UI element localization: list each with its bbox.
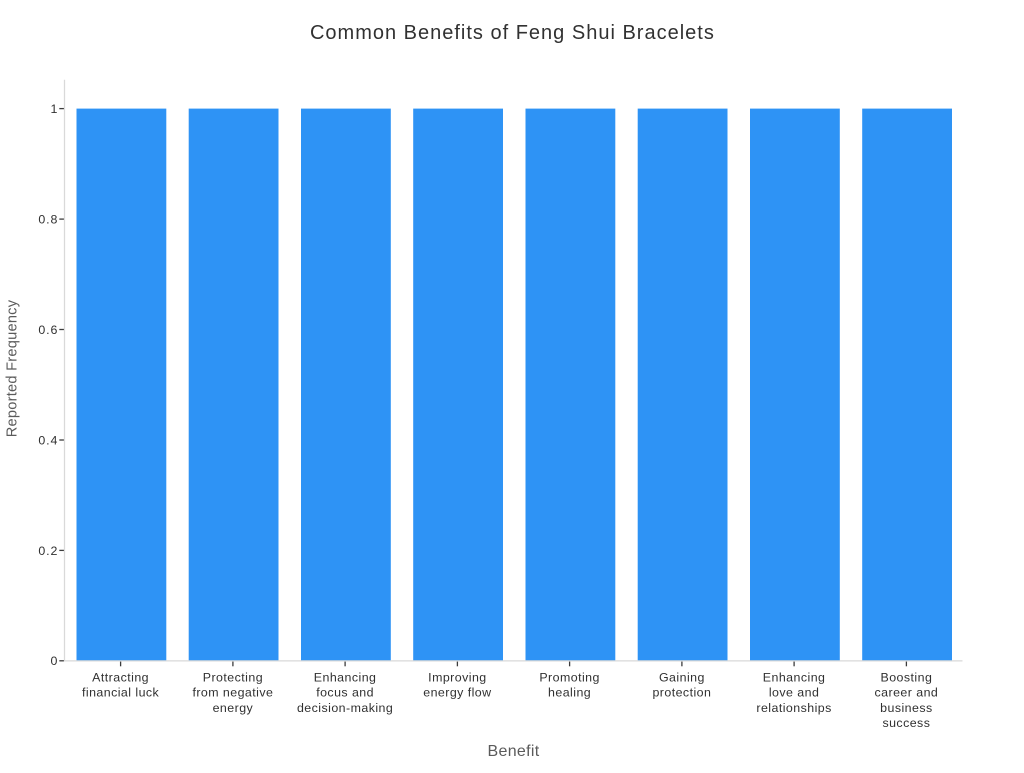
svg-text:energy: energy bbox=[213, 701, 254, 715]
svg-text:Improving: Improving bbox=[428, 670, 486, 684]
svg-text:career and: career and bbox=[875, 686, 939, 700]
svg-text:Enhancing: Enhancing bbox=[763, 670, 826, 684]
svg-text:decision-making: decision-making bbox=[297, 701, 393, 715]
svg-text:Protecting: Protecting bbox=[203, 670, 263, 684]
svg-text:energy flow: energy flow bbox=[423, 686, 491, 700]
svg-text:0: 0 bbox=[50, 654, 58, 668]
svg-text:protection: protection bbox=[652, 686, 711, 700]
svg-text:relationships: relationships bbox=[756, 701, 831, 715]
svg-text:Reported Frequency: Reported Frequency bbox=[5, 299, 21, 437]
svg-text:Attracting: Attracting bbox=[92, 670, 149, 684]
svg-text:from negative: from negative bbox=[192, 686, 273, 700]
svg-text:0.4: 0.4 bbox=[38, 433, 58, 447]
svg-text:1: 1 bbox=[50, 102, 58, 116]
svg-text:Promoting: Promoting bbox=[539, 670, 600, 684]
svg-text:Gaining: Gaining bbox=[659, 670, 705, 684]
svg-text:Enhancing: Enhancing bbox=[314, 670, 377, 684]
svg-text:Common Benefits of Feng Shui B: Common Benefits of Feng Shui Bracelets bbox=[310, 22, 715, 44]
svg-text:focus and: focus and bbox=[316, 686, 374, 700]
svg-text:Boosting: Boosting bbox=[880, 670, 932, 684]
svg-text:0.8: 0.8 bbox=[38, 213, 58, 227]
svg-text:0.6: 0.6 bbox=[38, 323, 58, 337]
svg-text:0.2: 0.2 bbox=[38, 544, 58, 558]
svg-text:love and: love and bbox=[769, 686, 819, 700]
svg-text:financial luck: financial luck bbox=[82, 686, 160, 700]
svg-text:success: success bbox=[882, 716, 930, 730]
svg-text:business: business bbox=[880, 701, 933, 715]
svg-text:Benefit: Benefit bbox=[488, 743, 540, 760]
svg-text:healing: healing bbox=[548, 686, 591, 700]
